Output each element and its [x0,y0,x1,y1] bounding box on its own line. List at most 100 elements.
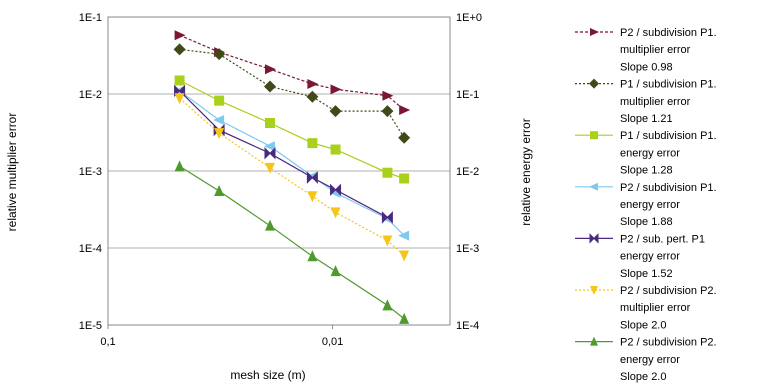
y-left-tick-label: 1E-3 [79,166,102,178]
y-right-tick-label: 1E+0 [456,12,482,24]
legend-label: P2 / sub. pert. P1 [620,233,705,245]
data-point [307,191,318,203]
legend-label: energy error [620,199,680,211]
data-point-part [386,211,393,224]
data-point [590,336,598,346]
data-point [590,28,599,36]
data-point [330,144,341,155]
data-point [264,162,275,174]
series-6 [174,93,410,262]
data-point [382,235,393,247]
legend-label: P2 / subdivision P2. [620,285,717,297]
legend-entry-4: P2 / subdivision P1. energy error Slope 1.… [575,182,717,228]
data-point [589,182,598,191]
data-point [174,160,185,172]
data-point [330,183,337,197]
data-point [399,104,411,115]
data-point [590,286,598,295]
y-right-tick-label: 1E-1 [456,89,479,101]
data-point [399,173,410,184]
legend: P2 / subdivision P1. multiplier error Slop… [575,27,717,383]
series-layer [173,30,411,324]
data-point [173,43,186,56]
y-left-tick-label: 1E-5 [79,320,102,332]
data-point [398,230,410,241]
right-axis-ticks: 1E+0 1E-1 1E-2 1E-3 1E-4 [456,12,482,332]
series-line [179,79,405,180]
legend-label: P2 / subdivision P2. [620,337,717,349]
data-point [213,48,226,61]
legend-label: Slope 1.52 [620,268,673,280]
data-point [264,147,271,160]
y-left-tick-label: 1E-4 [79,243,102,255]
data-point [307,138,318,149]
right-axis-title: relative energy error [519,118,533,225]
data-point [399,312,410,324]
plot-area-frame [107,16,451,326]
data-point [590,131,598,140]
legend-label: P1 / subdivision P1. [620,79,717,91]
data-point [214,95,225,106]
series-7 [174,160,410,324]
series-5 [174,84,393,224]
legend-label: Slope 2.0 [620,319,666,331]
data-point [214,128,225,140]
legend-label: energy error [620,147,680,159]
data-point [307,250,318,262]
legend-label: P2 / subdivision P1. [620,27,717,39]
series-line [179,90,388,218]
data-point [213,114,225,125]
legend-entry-7: P2 / subdivision P2. energy error Slope 2.… [575,336,717,383]
legend-label: energy error [620,354,680,366]
data-point [174,93,185,105]
series-line [179,165,405,320]
series-line [179,97,405,256]
legend-entry-1: P2 / subdivision P1. multiplier error Slop… [575,27,717,73]
y-right-tick-label: 1E-4 [456,320,479,332]
y-right-tick-label: 1E-2 [456,166,479,178]
left-axis-title: relative multiplier error [5,113,19,232]
series-2 [173,43,411,144]
x-tick-label: 0,01 [322,336,343,348]
data-point [306,90,319,103]
legend-entry-6: P2 / subdivision P2. multiplier error Slop… [575,285,717,331]
legend-label: Slope 0.98 [620,61,673,73]
data-point [263,80,276,93]
y-left-tick-label: 1E-1 [79,12,102,24]
legend-entry-3: P1 / subdivision P1. energy error Slope 1.… [575,130,717,177]
series-1 [174,30,411,115]
left-axis-ticks: 1E-1 1E-2 1E-3 1E-4 1E-5 [79,12,102,332]
legend-label: Slope 1.21 [620,113,673,125]
data-point [174,75,185,86]
data-point [174,30,186,41]
data-point-part [334,183,342,197]
data-point [306,171,314,184]
data-point-part [269,147,276,160]
data-point [398,131,411,144]
data-point [264,219,275,231]
y-left-tick-label: 1E-2 [79,89,102,101]
legend-label: multiplier error [620,96,691,108]
data-point-part [593,233,599,244]
legend-label: multiplier error [620,44,691,56]
legend-entry-2: P1 / subdivision P1. multiplier error Slop… [575,78,717,125]
data-point [264,64,276,75]
data-point [330,265,341,277]
legend-label: multiplier error [620,302,691,314]
legend-label: Slope 2.0 [620,371,666,383]
data-point [214,184,225,196]
data-point [329,105,342,118]
data-point [589,78,599,89]
data-point [382,90,394,101]
gridlines [108,16,450,326]
data-point [382,167,393,178]
data-point-part [311,171,318,184]
legend-label: P2 / subdivision P1. [620,182,717,194]
data-point [263,141,275,152]
y-right-tick-label: 1E-3 [456,243,479,255]
series-3 [174,75,410,184]
x-axis-title: mesh size (m) [230,368,305,382]
data-point [381,105,394,118]
legend-entry-5: P2 / sub. pert. P1 energy error Slope 1.52 [575,233,705,280]
